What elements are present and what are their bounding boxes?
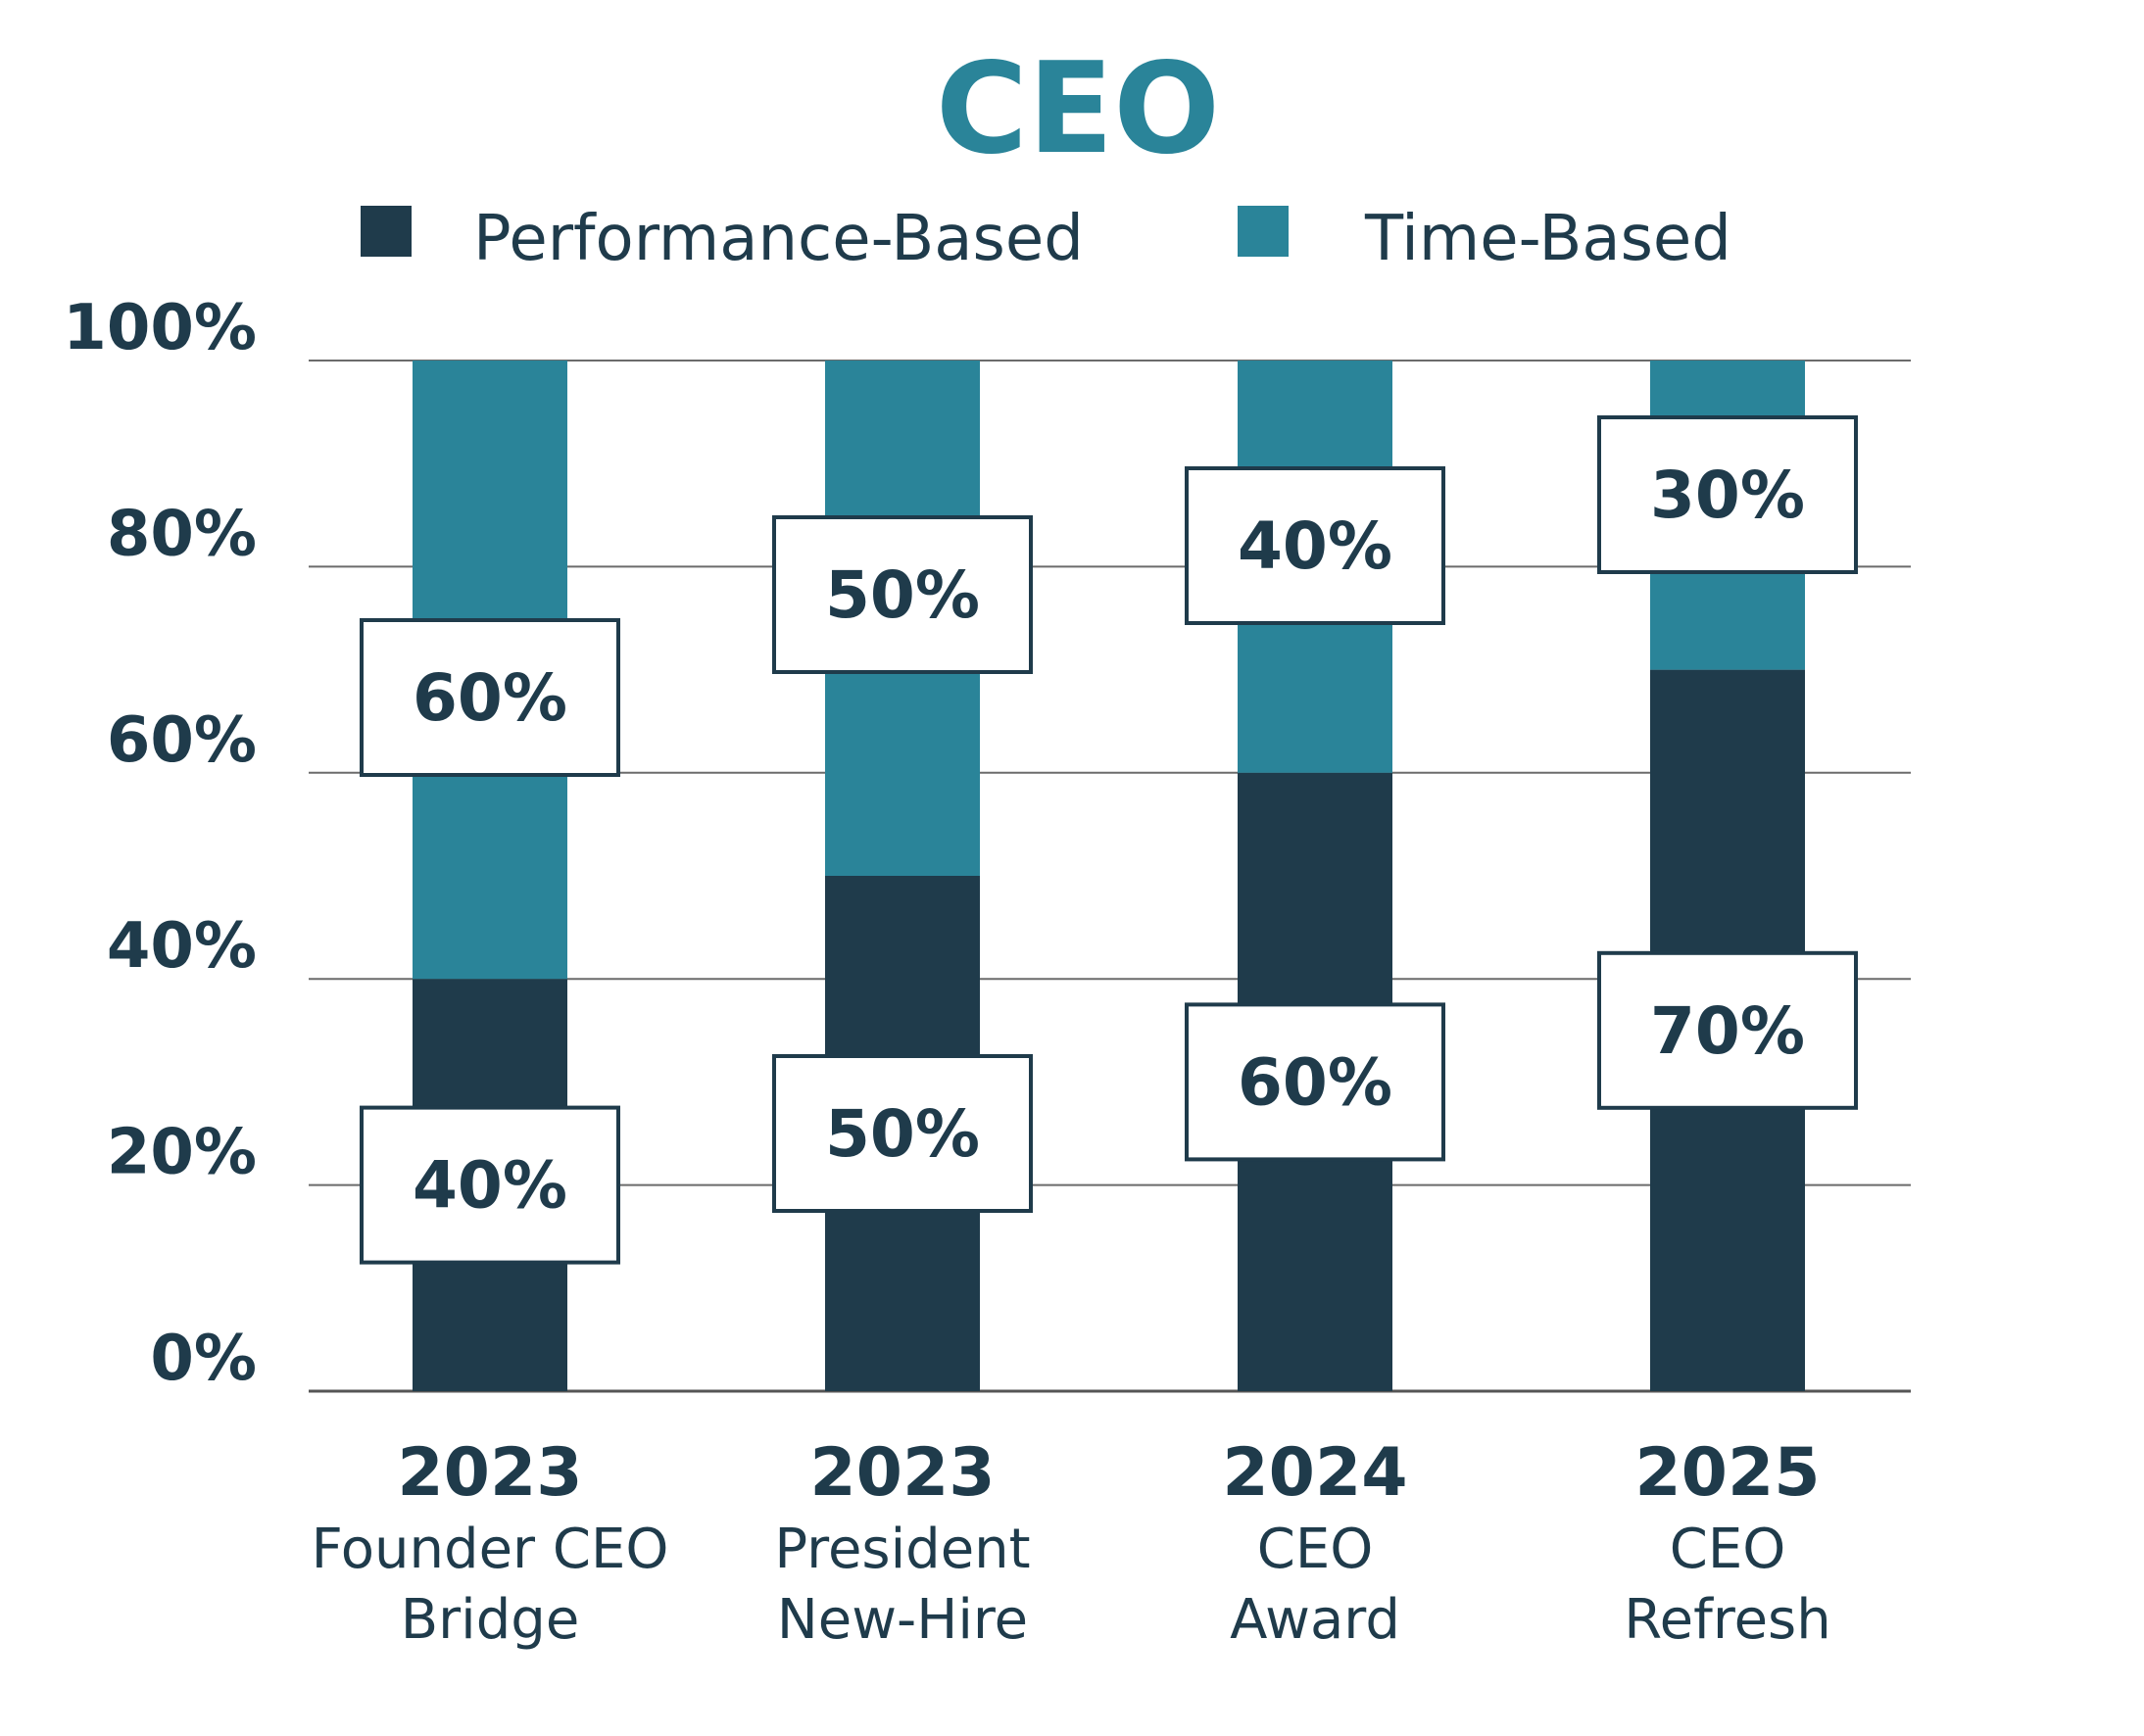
x-label-line-0-1: Bridge	[401, 1588, 580, 1652]
data-label-3-0: 70%	[1650, 993, 1805, 1069]
data-labels: 40% 60% 50% 50% 60% 40% 70% 30%	[360, 415, 1858, 1265]
data-label-box-1-1	[772, 515, 1033, 674]
y-tick-label-0: 0%	[150, 1323, 257, 1395]
bars	[413, 361, 1805, 1391]
x-label-line-3-1: Refresh	[1624, 1588, 1830, 1652]
y-tick-label-5: 100%	[63, 292, 257, 364]
data-label-box-3-0	[1597, 950, 1858, 1110]
data-label-box-2-1	[1185, 466, 1445, 625]
x-label-year-3: 2025	[1634, 1434, 1820, 1512]
y-tick-label-3: 60%	[107, 704, 257, 777]
y-tick-label-4: 80%	[107, 498, 257, 570]
data-label-1-0: 50%	[825, 1096, 980, 1172]
data-label-box-2-0	[1185, 1002, 1445, 1162]
x-label-line-3-0: CEO	[1670, 1518, 1786, 1581]
y-tick-label-2: 40%	[107, 910, 257, 983]
chart-title: CEO	[936, 36, 1220, 182]
legend-swatch-0	[361, 206, 412, 257]
x-label-line-2-0: CEO	[1257, 1518, 1374, 1581]
data-label-3-1: 30%	[1650, 458, 1805, 533]
x-label-line-0-0: Founder CEO	[312, 1518, 669, 1581]
data-label-0-1: 60%	[413, 660, 567, 736]
data-label-2-1: 40%	[1238, 508, 1392, 584]
legend-label-1: Time-Based	[1364, 203, 1731, 275]
data-label-2-0: 60%	[1238, 1044, 1392, 1120]
x-label-line-1-1: New-Hire	[777, 1588, 1028, 1652]
data-label-box-1-0	[772, 1054, 1033, 1213]
data-label-box-0-1	[360, 618, 620, 777]
gridlines: 0% 20% 40% 60% 80% 100%	[63, 292, 1911, 1395]
x-label-year-0: 2023	[397, 1434, 582, 1512]
x-label-line-1-0: President	[774, 1518, 1030, 1581]
data-label-0-0: 40%	[413, 1148, 567, 1224]
x-label-year-2: 2024	[1222, 1434, 1407, 1512]
data-label-box-0-0	[360, 1105, 620, 1265]
legend: Performance-Based Time-Based	[361, 203, 1731, 275]
y-tick-label-1: 20%	[107, 1117, 257, 1189]
data-label-box-3-1	[1597, 415, 1858, 574]
x-label-year-1: 2023	[809, 1434, 995, 1512]
legend-label-0: Performance-Based	[473, 203, 1084, 275]
x-label-line-2-1: Award	[1230, 1588, 1400, 1652]
data-label-1-1: 50%	[825, 557, 980, 633]
legend-swatch-1	[1238, 206, 1289, 257]
